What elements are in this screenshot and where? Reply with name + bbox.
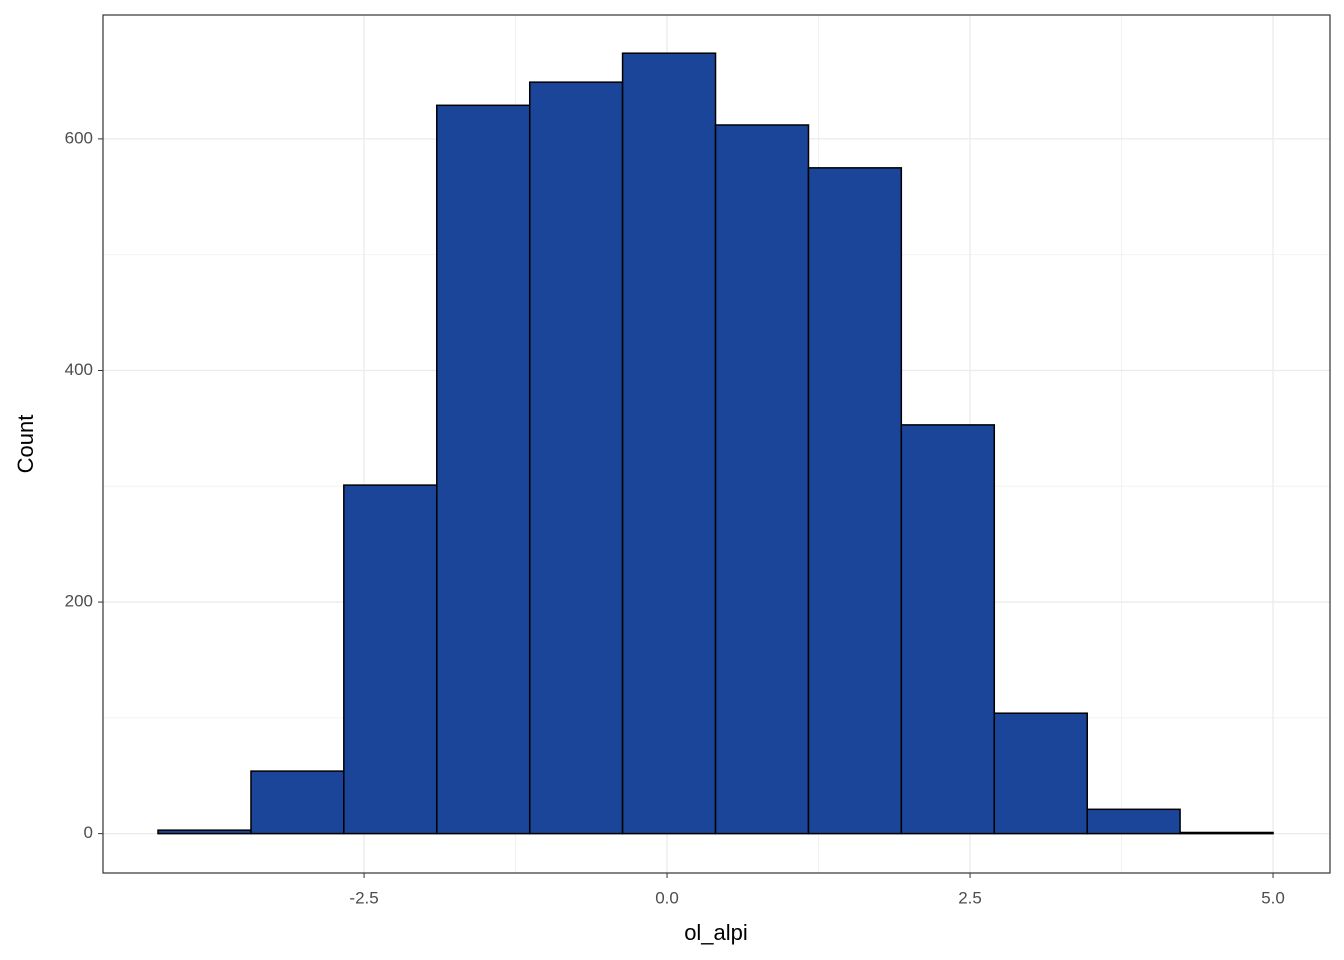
bar xyxy=(528,81,624,835)
bar xyxy=(343,484,438,835)
marks xyxy=(157,52,1274,835)
bar xyxy=(714,124,810,835)
bar xyxy=(900,424,996,835)
bar xyxy=(621,52,717,835)
y-tick-label: 200 xyxy=(65,592,93,611)
bar xyxy=(436,104,531,835)
x-axis-title: ol_alpi xyxy=(684,920,748,945)
y-tick-label: 600 xyxy=(65,128,93,147)
x-tick-label: 0.0 xyxy=(655,888,679,907)
y-tick-label: 0 xyxy=(84,823,93,842)
x-tick-label: 2.5 xyxy=(958,888,982,907)
bar xyxy=(993,712,1088,835)
bar xyxy=(250,770,345,835)
y-axis-title: Count xyxy=(13,415,38,474)
y-tick-label: 400 xyxy=(65,360,93,379)
x-tick-label: 5.0 xyxy=(1261,888,1285,907)
panel-border xyxy=(102,14,1331,874)
x-tick-label: -2.5 xyxy=(349,888,378,907)
bar xyxy=(157,829,252,835)
bar xyxy=(807,167,903,835)
bar xyxy=(1179,831,1274,835)
bar xyxy=(1086,808,1181,835)
